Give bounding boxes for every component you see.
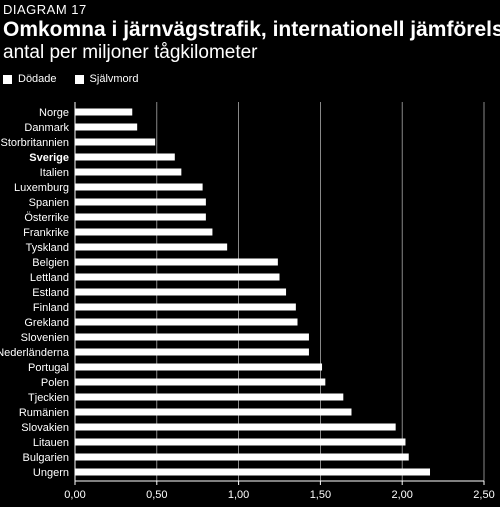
bar [75,348,309,356]
bar [75,138,156,146]
bar [75,423,396,431]
category-label: Norge [39,107,69,119]
bar [75,393,344,401]
category-label: Storbritannien [1,137,70,149]
category-label: Estland [32,287,69,299]
bar [75,213,206,221]
legend-label: Självmord [89,73,139,85]
bar [75,183,203,191]
chart-subtitle: antal per miljoner tågkilometer [3,42,258,63]
category-label: Lettland [30,272,69,284]
bar [75,228,213,236]
category-label: Portugal [28,362,69,374]
bar [75,243,228,251]
category-label: Sverige [29,152,69,164]
bar [75,198,206,206]
x-tick-label: 0,00 [64,489,85,501]
category-label: Österrike [24,212,69,224]
category-label: Frankrike [23,227,69,239]
category-label: Tjeckien [28,392,69,404]
bar [75,108,133,116]
category-label: Spanien [29,197,69,209]
bar [75,453,409,461]
bar [75,333,309,341]
category-label: Luxemburg [14,182,69,194]
bar [75,438,406,446]
legend-label: Dödade [18,73,57,85]
category-label: Polen [41,377,69,389]
category-label: Litauen [33,437,69,449]
category-label: Slovakien [21,422,69,434]
category-label: Danmark [24,122,69,134]
bar [75,168,182,176]
chart-title: Omkomna i järnvägstrafik, internationell… [3,18,500,41]
bar [75,273,280,281]
bar [75,378,326,386]
category-label: Slovenien [21,332,69,344]
bar [75,303,296,311]
category-label: Bulgarien [23,452,69,464]
legend-item-sjalvmord: Självmord [74,73,139,85]
bar [75,258,278,266]
x-tick-label: 2,00 [391,489,412,501]
category-label: Tyskland [26,242,69,254]
bar [75,363,323,371]
legend-swatch [3,74,12,84]
category-label: Nederländerna [0,347,70,359]
category-label: Finland [33,302,69,314]
legend-item-dodade: Dödade [3,73,57,85]
bar [75,318,298,326]
category-label: Rumänien [19,407,69,419]
x-tick-label: 1,50 [310,489,331,501]
bar [75,153,175,161]
bar [75,288,287,296]
x-tick-label: 0,50 [146,489,167,501]
category-label: Ungern [33,467,69,479]
bar [75,468,431,476]
category-label: Italien [40,167,69,179]
legend: Dödade Självmord [3,73,156,85]
category-label: Belgien [32,257,69,269]
category-label: Grekland [24,317,69,329]
legend-swatch [74,74,84,84]
diagram-label: DIAGRAM 17 [3,2,87,17]
x-tick-label: 1,00 [228,489,249,501]
bar [75,123,138,131]
x-tick-label: 2,50 [473,489,494,501]
bar [75,408,352,416]
